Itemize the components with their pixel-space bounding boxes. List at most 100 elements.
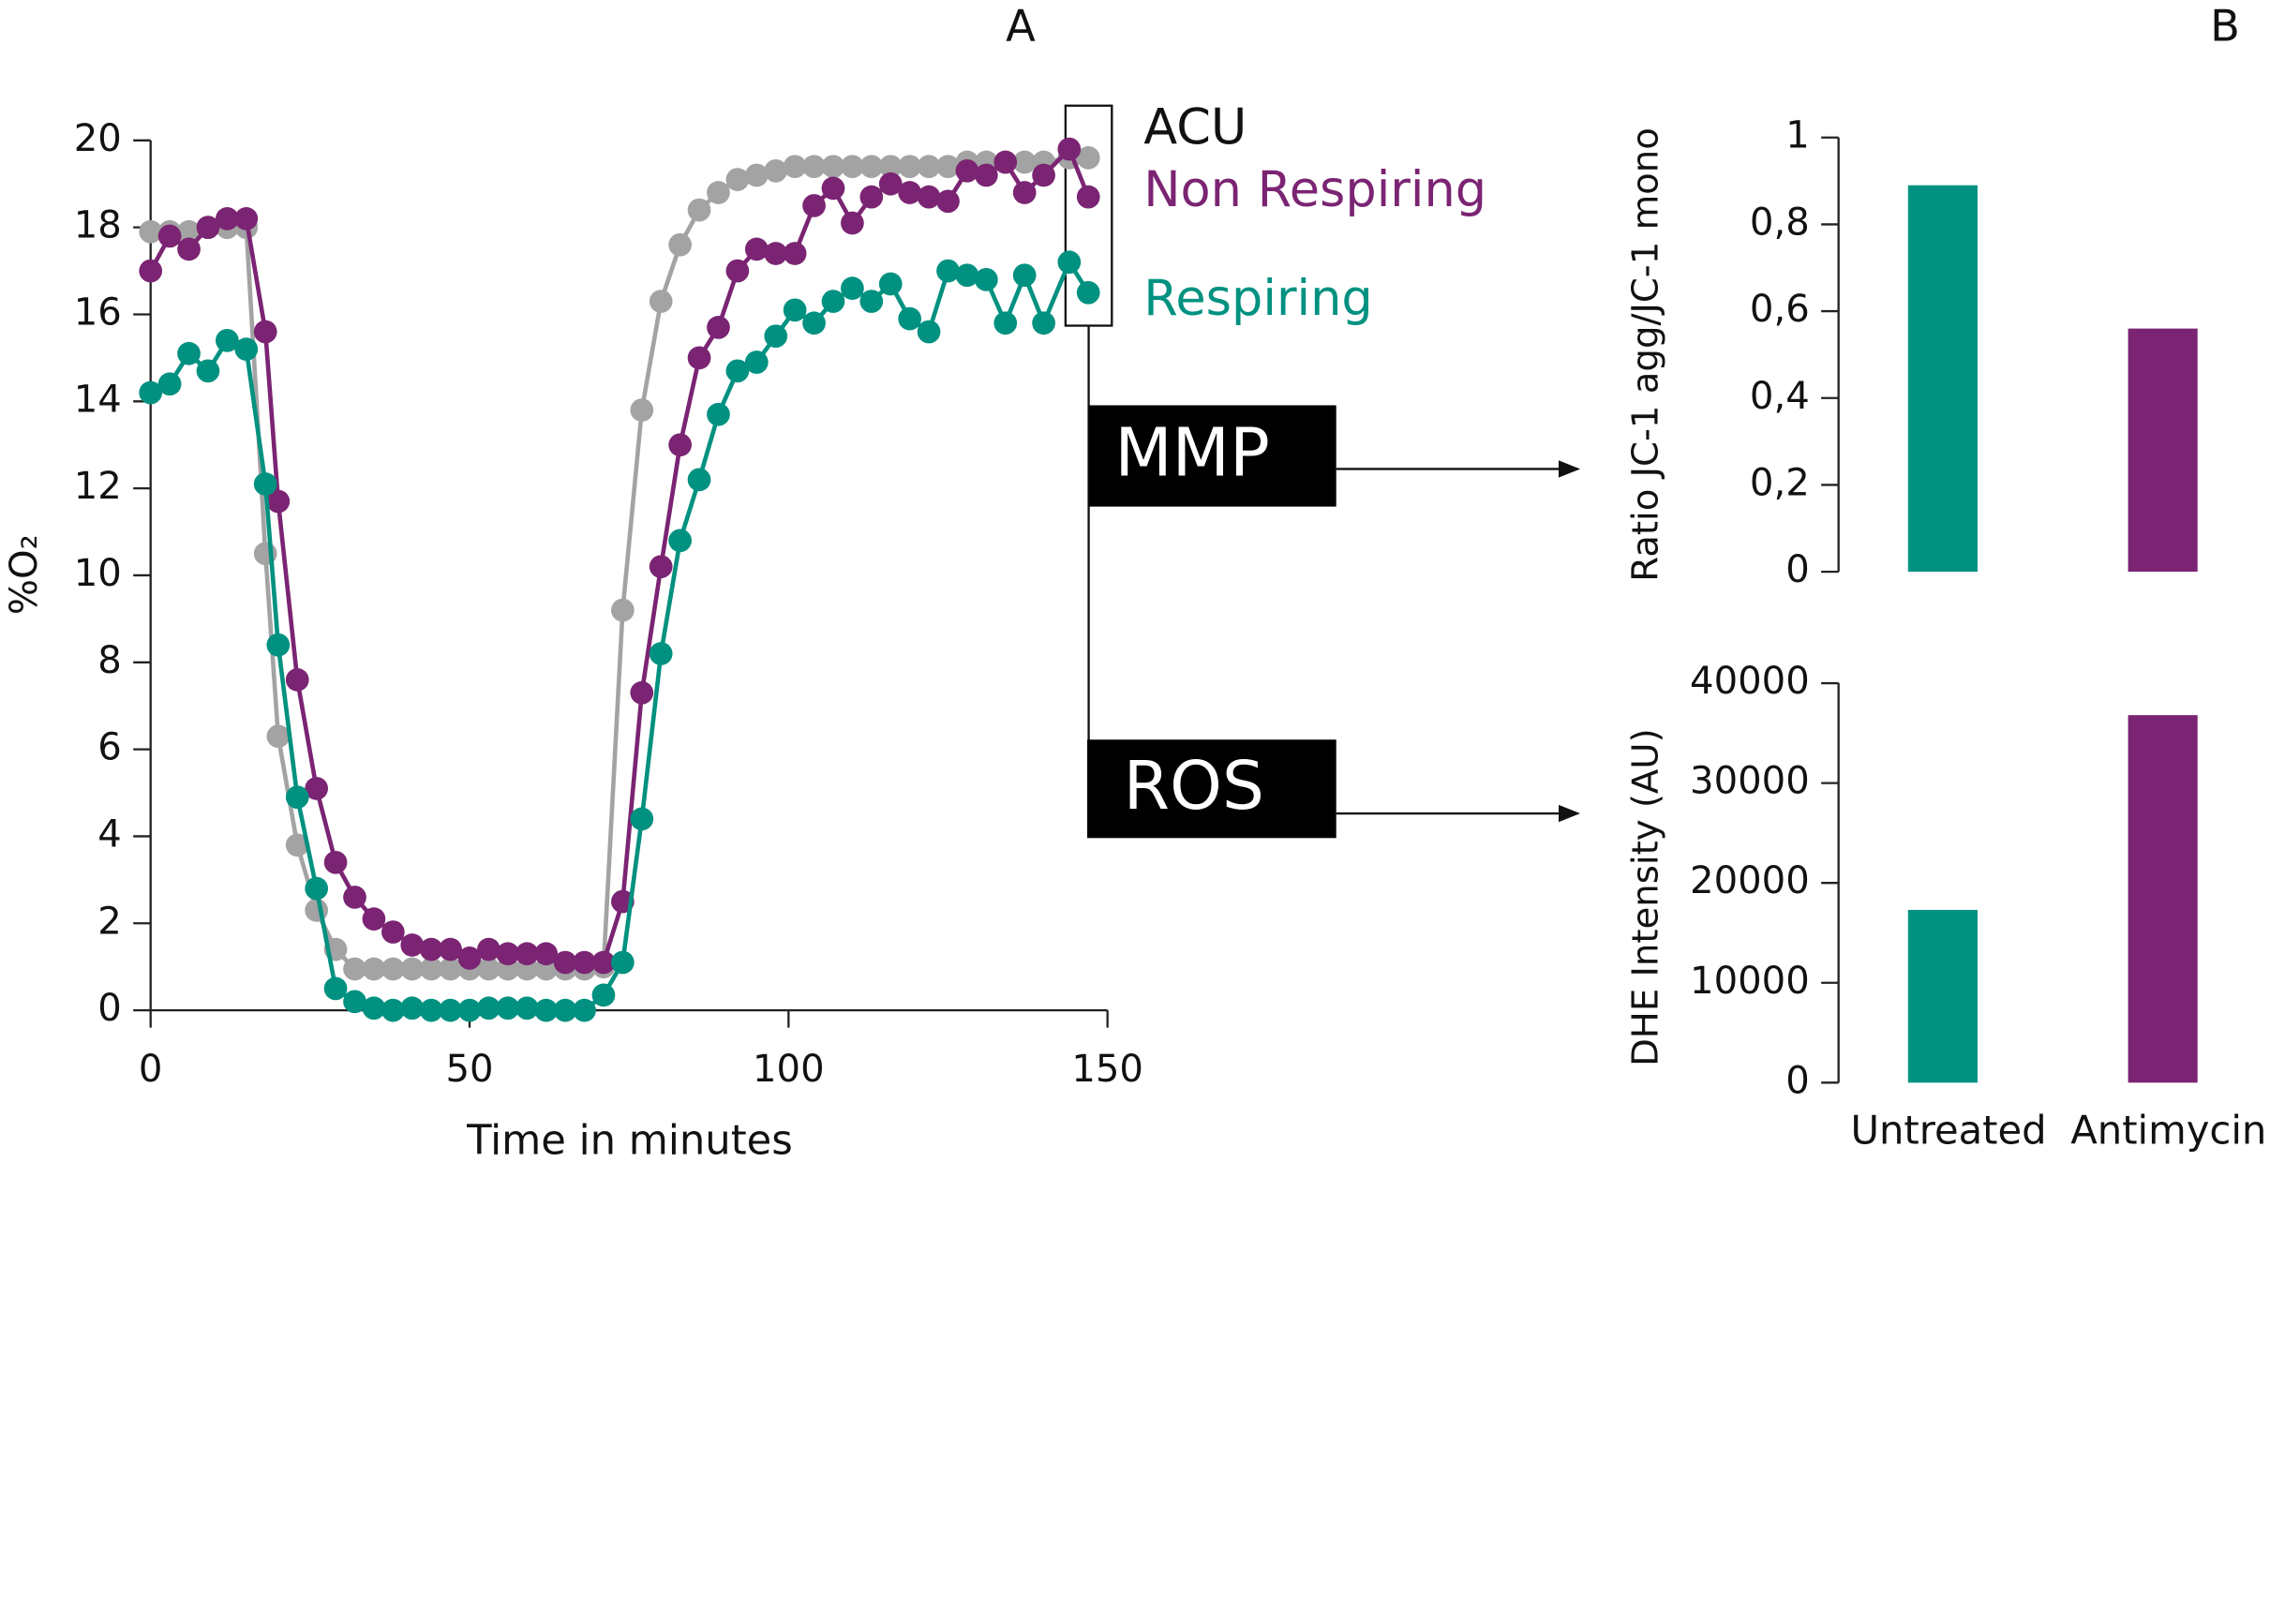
data-point [764,158,788,183]
data-point [917,320,941,344]
data-point [936,259,960,283]
data-point [515,996,539,1021]
data-point [419,957,443,981]
legend-label: Non Respiring [1143,161,1486,218]
data-point [917,155,941,179]
data-point [196,359,220,383]
data-point [139,380,163,405]
data-point [725,168,750,191]
data-point [381,998,405,1022]
data-point [196,216,220,240]
data-point [974,267,998,291]
data-point [1057,250,1082,275]
data-point [419,998,443,1022]
data-point [649,642,673,665]
data-point [400,933,425,957]
data-point [1032,311,1055,335]
data-point [457,946,482,970]
data-point [744,237,769,261]
data-point [439,998,462,1022]
data-point [323,976,348,1001]
data-point [177,219,201,244]
data-point [1057,137,1082,161]
data-point [534,942,559,966]
data-point [878,155,903,179]
data-point [821,290,845,313]
data-point [323,850,348,874]
legend-label: Respiring [1143,270,1372,327]
y-tick-label: 20 [74,117,122,160]
data-point [917,185,941,209]
data-point [802,155,826,179]
data-point [496,996,520,1021]
bar [1907,185,1978,573]
data-point [139,219,163,244]
data-point [687,468,711,492]
data-point [1012,150,1037,174]
data-point [744,163,769,187]
data-point [993,150,1018,174]
data-point [744,350,769,374]
annotation-box [1087,739,1337,839]
data-point [687,346,711,370]
y-tick-label: 10 [74,552,122,595]
data-point [496,942,520,966]
data-point [630,398,654,422]
data-point [381,957,405,981]
legend-label: ACU [1143,99,1247,156]
data-point [266,633,291,657]
data-point [591,950,616,975]
data-point [764,242,788,265]
data-point [285,833,309,857]
data-point [534,998,559,1022]
data-point [362,996,386,1021]
y-tick-label: 0 [1785,1059,1810,1102]
data-point [1076,185,1100,209]
data-point [668,529,692,553]
data-point [477,937,500,961]
data-point [139,259,163,283]
data-point [841,155,864,179]
data-point [591,983,616,1007]
bar [2128,328,2198,573]
y-tick-label: 0,6 [1750,288,1810,331]
data-point [477,957,500,981]
data-point [285,785,309,810]
data-point [381,920,405,944]
data-point [400,957,425,981]
data-point [419,937,443,961]
data-point [573,998,596,1022]
data-point [859,155,884,179]
data-point [216,328,239,352]
data-point [630,680,654,705]
data-point [764,324,788,349]
data-point [725,259,750,283]
data-point [253,472,277,496]
data-point [1012,181,1037,204]
y-tick-label: 0,2 [1750,461,1810,504]
y-tick-label: 0 [97,987,122,1030]
data-point [285,668,309,692]
data-point [573,950,596,975]
data-point [668,232,692,257]
annotation: MMP [1114,414,1269,492]
y-axis-label: %O₂ [3,534,46,615]
y-tick-label: 4 [97,812,122,856]
data-point [707,316,730,339]
data-point [821,155,845,179]
data-point [305,898,329,922]
data-point [177,237,201,261]
y-tick-label: 6 [97,726,122,769]
data-point [266,724,291,749]
y-tick-label: 18 [74,204,122,247]
x-tick-label: 100 [753,1048,825,1091]
y-tick-label: 1 [1785,114,1810,157]
y-tick-label: 12 [74,465,122,508]
x-tick-label: 0 [139,1048,163,1091]
data-point [841,211,864,235]
y-tick-label: 10000 [1690,960,1810,1003]
data-point [936,155,960,179]
data-point [157,224,182,248]
